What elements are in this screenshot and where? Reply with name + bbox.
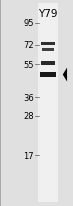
Text: 28: 28 [23,112,34,121]
Text: 36: 36 [23,93,34,102]
Text: 95: 95 [23,19,34,28]
Bar [41,62,55,66]
Text: 55: 55 [23,60,34,69]
Text: 72: 72 [23,41,34,50]
Polygon shape [63,68,67,82]
Bar [41,42,55,46]
Text: Y79: Y79 [38,9,58,19]
Bar [38,4,58,202]
Bar [42,49,54,52]
Text: 17: 17 [23,151,34,160]
Bar [40,73,56,78]
